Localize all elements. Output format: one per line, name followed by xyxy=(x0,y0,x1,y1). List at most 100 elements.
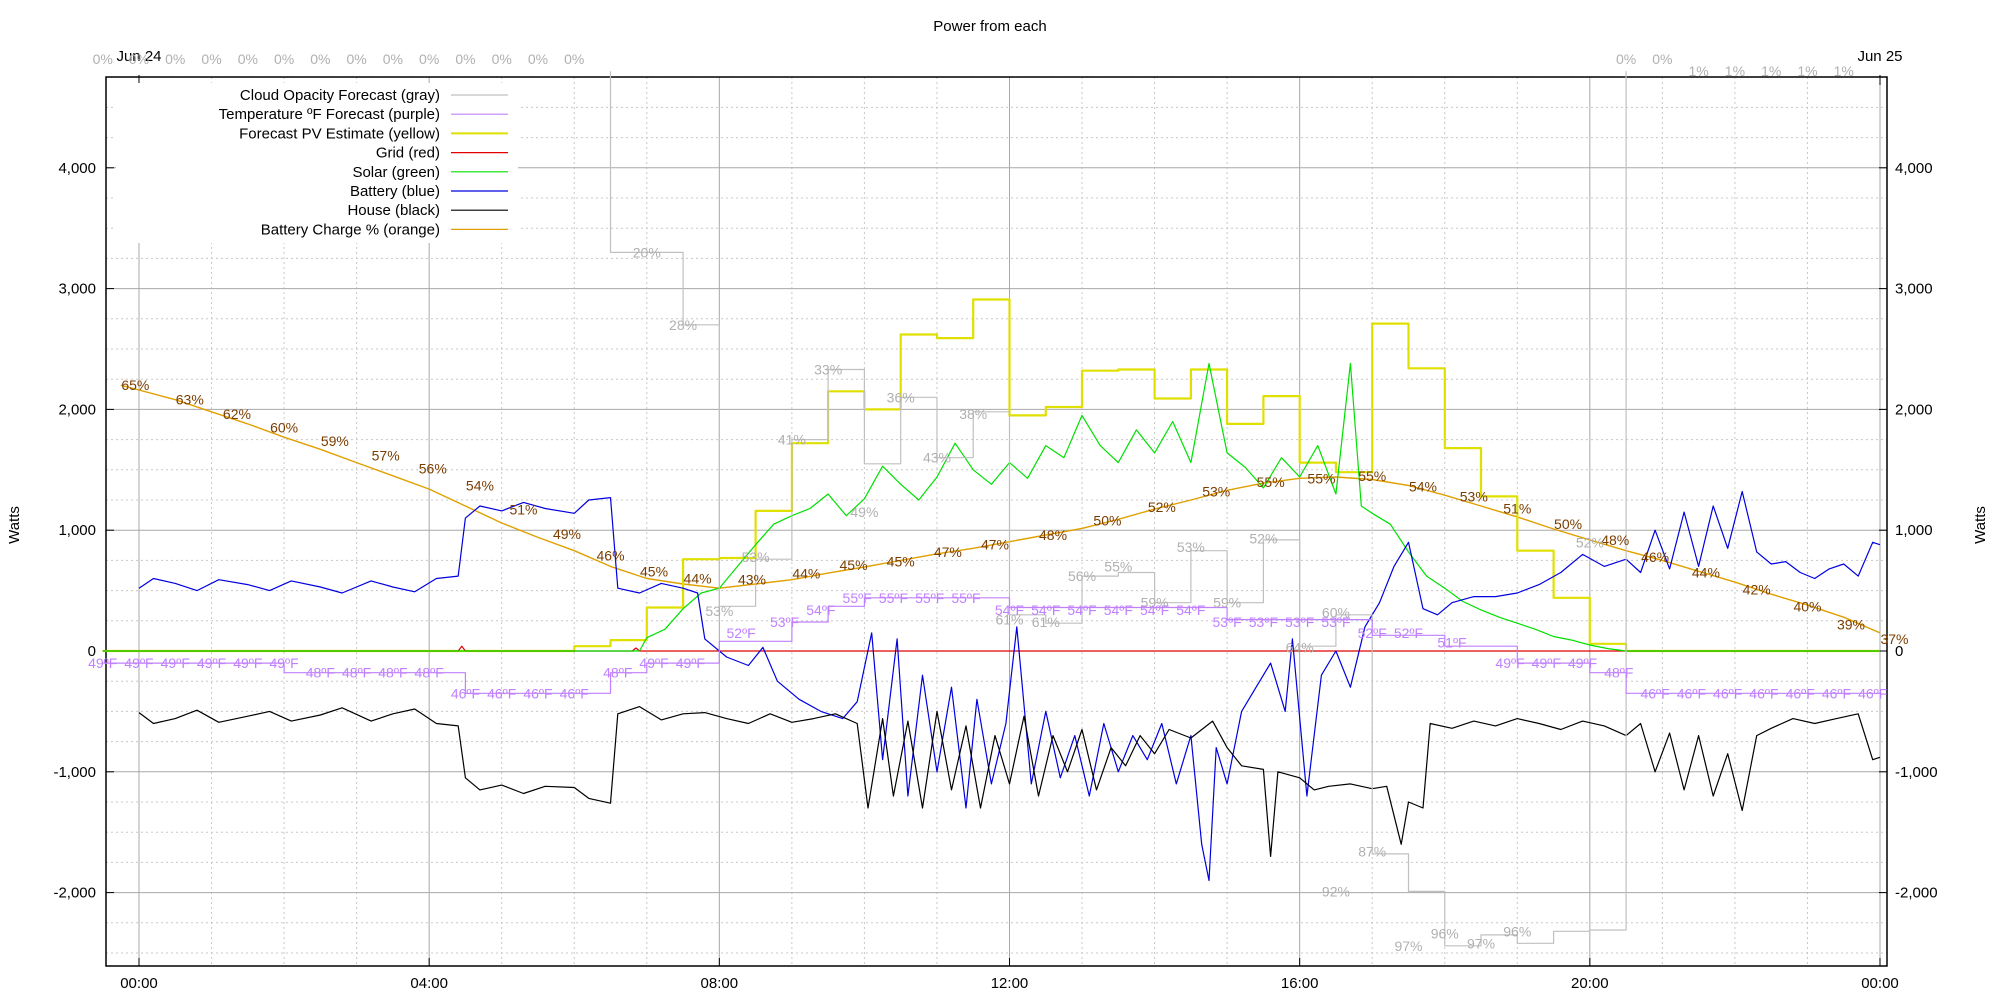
temperature-data-label: 46ºF xyxy=(560,685,589,701)
y-tick-label-right: 3,000 xyxy=(1895,281,1933,298)
legend-label: Solar (green) xyxy=(352,164,440,181)
temperature-data-label: 46ºF xyxy=(1713,685,1742,701)
battery-charge-data-label: 48% xyxy=(1601,532,1629,548)
legend-label: Battery Charge % (orange) xyxy=(261,221,440,238)
battery-charge-data-label: 42% xyxy=(1743,581,1771,597)
cloud-opacity-data-label: 33% xyxy=(814,362,842,378)
cloud-opacity-data-label: 0% xyxy=(455,51,475,67)
legend-layer: Cloud Opacity Forecast (gray) Temperature… xyxy=(116,83,518,243)
cloud-opacity-data-label: 52% xyxy=(1576,534,1604,550)
temperature-data-label: 54ºF xyxy=(1176,602,1205,618)
cloud-opacity-data-label: 0% xyxy=(347,51,367,67)
y-tick-label-left: -1,000 xyxy=(53,764,96,781)
battery-charge-data-label: 55% xyxy=(1358,468,1386,484)
y-tick-label-left: -2,000 xyxy=(53,885,96,902)
battery-charge-data-label: 47% xyxy=(934,544,962,560)
cloud-opacity-data-label: 61% xyxy=(995,612,1023,628)
cloud-opacity-data-label: 38% xyxy=(959,406,987,422)
temperature-data-label: 49ºF xyxy=(269,655,298,671)
cloud-opacity-data-label: 41% xyxy=(778,432,806,448)
temperature-data-label: 52ºF xyxy=(1358,625,1387,641)
temperature-data-label: 46ºF xyxy=(523,685,552,701)
cloud-opacity-data-label: 52% xyxy=(1249,531,1277,547)
x-tick-label: 20:00 xyxy=(1571,975,1609,992)
temperature-data-label: 52ºF xyxy=(1394,625,1423,641)
temperature-data-label: 55ºF xyxy=(879,590,908,606)
temperature-data-label: 46ºF xyxy=(1858,685,1887,701)
battery-charge-data-label: 53% xyxy=(1460,488,1488,504)
grid-layer xyxy=(106,76,1887,966)
cloud-opacity-data-label: 0% xyxy=(1652,51,1672,67)
temperature-data-label: 54ºF xyxy=(806,602,835,618)
temperature-data-label: 48ºF xyxy=(306,665,335,681)
cloud-opacity-data-label: 53% xyxy=(705,603,733,619)
temperature-data-label: 54ºF xyxy=(995,602,1024,618)
battery-charge-data-label: 37% xyxy=(1880,631,1908,647)
temperature-data-label: 55ºF xyxy=(843,590,872,606)
cloud-opacity-data-label: 55% xyxy=(1104,558,1132,574)
temperature-data-label: 54ºF xyxy=(1031,602,1060,618)
cloud-opacity-data-label: 96% xyxy=(1503,923,1531,939)
battery-charge-data-label: 46% xyxy=(597,548,625,564)
temperature-data-label: 49ºF xyxy=(233,655,262,671)
cloud-opacity-data-label: 0% xyxy=(528,51,548,67)
cloud-opacity-data-label: 87% xyxy=(1358,844,1386,860)
battery-charge-data-label: 55% xyxy=(1307,470,1335,486)
cloud-opacity-data-label: 49% xyxy=(850,504,878,520)
y-tick-label-right: -1,000 xyxy=(1895,764,1938,781)
battery-charge-data-label: 44% xyxy=(684,571,712,587)
temperature-data-label: 46ºF xyxy=(487,685,516,701)
temperature-data-label: 46ºF xyxy=(1822,685,1851,701)
y-axis-label-right: Watts xyxy=(1972,506,1989,544)
x-tick-label: 00:00 xyxy=(1861,975,1899,992)
temperature-data-label: 48ºF xyxy=(603,665,632,681)
cloud-opacity-data-label: 0% xyxy=(419,51,439,67)
battery-charge-data-label: 51% xyxy=(509,502,537,518)
x-tick-label: 00:00 xyxy=(120,975,158,992)
cloud-opacity-data-label: 60% xyxy=(1322,604,1350,620)
x-tick-label: 04:00 xyxy=(410,975,448,992)
chart-title: Power from each xyxy=(933,18,1046,35)
temperature-data-label: 49ºF xyxy=(88,655,117,671)
temperature-data-label: 46ºF xyxy=(1640,685,1669,701)
temperature-data-label: 53ºF xyxy=(1249,614,1278,630)
battery-charge-data-label: 54% xyxy=(466,478,494,494)
legend-label: Forecast PV Estimate (yellow) xyxy=(239,125,440,142)
battery-charge-data-label: 51% xyxy=(1503,500,1531,516)
battery-charge-data-label: 53% xyxy=(1202,484,1230,500)
x-tick-label: 16:00 xyxy=(1281,975,1319,992)
cloud-opacity-data-label: 97% xyxy=(1394,938,1422,954)
battery-charge-data-label: 43% xyxy=(738,572,766,588)
cloud-opacity-data-label: 1% xyxy=(1725,63,1745,79)
temperature-data-label: 54ºF xyxy=(1104,602,1133,618)
battery-charge-data-label: 62% xyxy=(223,406,251,422)
battery-charge-data-label: 63% xyxy=(176,392,204,408)
battery-line xyxy=(138,490,1881,882)
temperature-data-label: 54ºF xyxy=(1067,602,1096,618)
battery-charge-data-label: 47% xyxy=(981,537,1009,553)
temperature-data-label: 49ºF xyxy=(1532,655,1561,671)
temperature-data-label: 49ºF xyxy=(1568,655,1597,671)
forecast-pv-line xyxy=(102,298,1880,653)
battery-charge-data-label: 59% xyxy=(321,433,349,449)
temperature-data-label: 48ºF xyxy=(415,665,444,681)
temperature-data-label: 55ºF xyxy=(951,590,980,606)
temperature-data-label: 49ºF xyxy=(197,655,226,671)
cloud-opacity-data-label: 1% xyxy=(1761,63,1781,79)
temperature-data-label: 52ºF xyxy=(726,625,755,641)
cloud-opacity-data-label: 1% xyxy=(1834,63,1854,79)
battery-charge-data-label: 44% xyxy=(1692,564,1720,580)
cloud-opacity-data-label: 96% xyxy=(1431,926,1459,942)
temperature-data-label: 53ºF xyxy=(1321,614,1350,630)
battery-charge-data-label: 49% xyxy=(553,526,581,542)
battery-charge-data-label: 45% xyxy=(887,554,915,570)
labels-layer: 65% 63% 62% 60% 59% 57% 56% 54% 51% 49% 46% 45% 44% 4… xyxy=(88,51,1908,954)
cloud-opacity-data-label: 20% xyxy=(633,244,661,260)
temperature-data-label: 49ºF xyxy=(124,655,153,671)
cloud-opacity-data-label: 0% xyxy=(201,51,221,67)
cloud-opacity-data-label: 59% xyxy=(1141,595,1169,611)
cloud-opacity-data-label: 53% xyxy=(742,549,770,565)
legend-label: Cloud Opacity Forecast (gray) xyxy=(240,87,440,104)
x-tick-label: 12:00 xyxy=(991,975,1029,992)
battery-charge-data-label: 57% xyxy=(372,447,400,463)
